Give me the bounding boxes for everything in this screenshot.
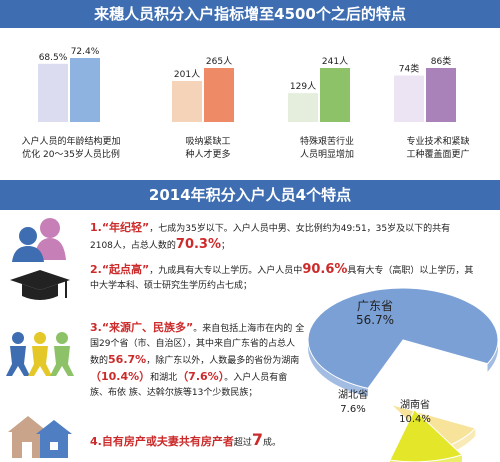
item-3-text-1: 。来自包括上海市在内的 <box>193 324 293 334</box>
item-3-text-2: 全国29个省（市、自治区），其中来自广东省的占总人 <box>90 324 305 349</box>
pie-label-name-0: 广东省 <box>357 299 393 313</box>
caption-age-line2: 优化 20～35岁人员比例 <box>22 150 120 160</box>
item-3-text-6: 。入户人员有畲族、布依 <box>90 373 288 398</box>
item-2-title: 2.“起点高” <box>90 263 150 276</box>
item-1-text-1: ，七成为35岁以下。入户人员中男、女比例约为49:51，35岁及以下的共有 <box>149 224 451 234</box>
bar-chart: 68.5%72.4% 201人 265人 129人 241人 74类 86类 <box>38 47 456 122</box>
item-3-text-4: ，除广东以外，人数最多的省份为湖南 <box>146 356 300 366</box>
header-banner: 来穗人员积分入户指标增至4500个之后的特点 <box>0 0 500 28</box>
caption-skills-line1: 专业技术和紧缺 <box>406 137 470 147</box>
item-4: 4.自有房产或夫妻共有房产者超过7成。 <box>90 432 350 451</box>
graduation-cap-icon <box>10 270 70 300</box>
diverse-people-icon <box>6 332 74 376</box>
bar-label-2-0: 129人 <box>290 81 316 92</box>
item-1: 1.“年纪轻”，七成为35岁以下。入户人员中男、女比例约为49:51，35岁及以… <box>90 220 495 254</box>
bar-label-0-1: 72.4% <box>71 47 100 57</box>
item-2-text-2: 具有大专（高职）以上学历，其 <box>347 266 474 276</box>
item-2-text-1: ，九成具有大专以上学历。入户人员中 <box>149 266 303 276</box>
item-4-title: 4.自有房产或夫妻共有房产者 <box>90 435 234 448</box>
bar-1-0 <box>172 81 202 122</box>
bar-label-0-0: 68.5% <box>39 53 68 63</box>
bar-0-0 <box>38 63 68 122</box>
section2-title: 2014年积分入户人员4个特点 <box>148 186 352 204</box>
bar-label-1-0: 201人 <box>174 69 200 80</box>
pie-slice-2 <box>389 409 463 462</box>
caption-skills-line2: 工种覆盖面更广 <box>406 150 470 160</box>
caption-talent: 吸纳紧缺工种人才更多 <box>168 136 248 162</box>
caption-industry-line1: 特殊艰苦行业 <box>299 137 354 147</box>
caption-age: 入户人员的年龄结构更加 优化 20～35岁人员比例 <box>6 136 136 162</box>
bar-3-0 <box>394 75 424 122</box>
pie-label-value-0: 56.7% <box>356 313 394 327</box>
caption-industry: 特殊艰苦行业 人员明显增加 <box>282 136 372 162</box>
bar-label-1-1: 265人 <box>206 56 232 67</box>
item-1-pct: 70.3% <box>175 237 222 252</box>
pie-label-value-1: 7.6% <box>340 404 365 415</box>
pie-label-name-2: 湖南省 <box>400 398 430 411</box>
item-4-tail: 成。 <box>263 438 282 448</box>
pie-slice-side-2 <box>389 454 462 462</box>
section2-banner: 2014年积分入户人员4个特点 <box>0 180 500 210</box>
pie-slice-0 <box>307 287 499 389</box>
caption-skills: 专业技术和紧缺 工种覆盖面更广 <box>388 136 488 162</box>
bar-2-1 <box>320 68 350 122</box>
item-4-big: 7 <box>251 430 263 449</box>
bar-0-1 <box>70 58 100 122</box>
bar-2-0 <box>288 93 318 122</box>
header-title: 来穗人员积分入户指标增至4500个之后的特点 <box>94 5 406 23</box>
pie-label-value-2: 10.4% <box>399 414 431 425</box>
item-3-text-3: 数的 <box>90 356 109 366</box>
caption-industry-line2: 人员明显增加 <box>299 150 354 160</box>
item-2-text-3: 中大学本科、硕士研究生学历约占七成； <box>90 281 253 291</box>
item-3-pct-hunan: （10.4%） <box>90 370 151 383</box>
item-3: 3.“来源广、民族多”。来自包括上海市在内的 全国29个省（市、自治区），其中来… <box>90 320 305 401</box>
pie-label-name-1: 湖北省 <box>338 388 368 401</box>
item-3-pct-hubei: （7.6%） <box>177 370 225 383</box>
bar-label-2-1: 241人 <box>322 56 348 67</box>
item-3-text-5: 和湖北 <box>150 373 178 383</box>
bar-chart-area: 68.5% 72.4% 201人 265人 129人 241人 74类 86类 <box>0 28 500 180</box>
people-icon <box>12 218 66 262</box>
item-1-tail: ； <box>221 241 231 251</box>
caption-talent-line1: 吸纳紧缺工 <box>185 137 231 147</box>
item-4-text-1: 超过 <box>233 438 252 448</box>
bar-1-1 <box>204 68 234 122</box>
bar-label-3-1: 86类 <box>431 55 451 67</box>
item-2: 2.“起点高”，九成具有大专以上学历。入户人员中90.6%具有大专（高职）以上学… <box>90 262 495 294</box>
item-3-title: 3.“来源广、民族多” <box>90 321 194 334</box>
house-icon <box>8 416 72 458</box>
caption-talent-line2: 种人才更多 <box>185 150 231 160</box>
item-1-text-2: 2108人，占总人数的 <box>90 241 176 251</box>
item-3-text-7: 族、达斡尔族等13个少数民族； <box>128 388 258 398</box>
item-1-title: 1.“年纪轻” <box>90 221 150 234</box>
bar-3-1 <box>426 68 456 122</box>
item-2-pct: 90.6% <box>302 262 348 277</box>
item-3-pct-guangdong: 56.7% <box>108 353 147 366</box>
caption-age-line1: 入户人员的年龄结构更加 <box>21 137 121 147</box>
bar-label-3-0: 74类 <box>399 63 419 75</box>
